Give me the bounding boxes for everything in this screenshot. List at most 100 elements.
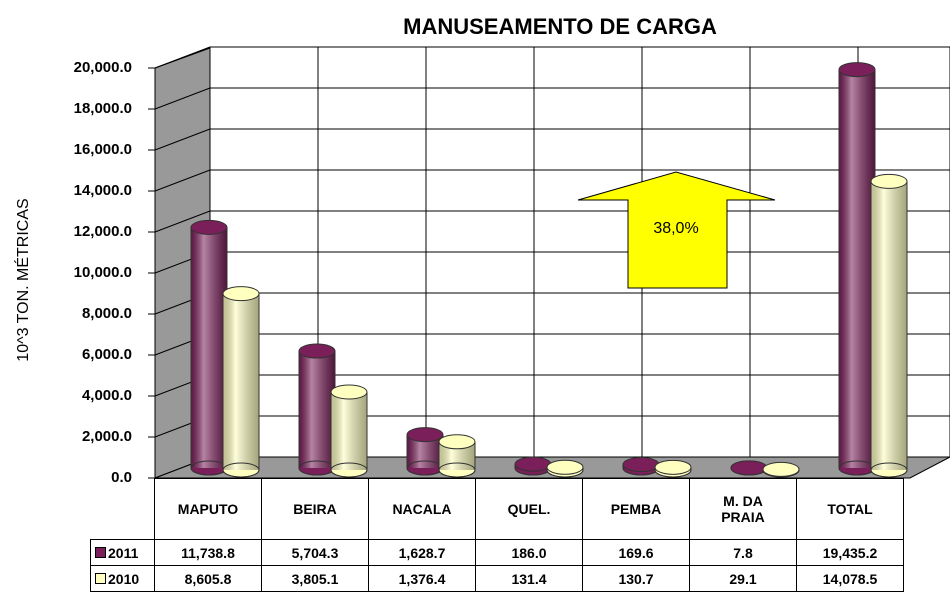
value-label: 1,376.4 — [368, 565, 476, 592]
category-label-text: MAPUTO — [177, 501, 239, 517]
category-label-text: NACALA — [392, 501, 452, 517]
category-label: TOTAL — [796, 478, 904, 540]
bar-top — [870, 173, 908, 189]
y-tick-label: 10,000.0 — [74, 264, 132, 281]
legend-key — [95, 546, 106, 558]
y-tick-label: 14,000.0 — [74, 182, 132, 199]
value-label-text: 8,605.8 — [184, 570, 232, 587]
bar-top — [838, 62, 876, 78]
bar — [622, 457, 660, 476]
y-tick-label: 4,000.0 — [82, 387, 132, 404]
category-label: PEMBA — [582, 478, 690, 540]
value-label: 5,704.3 — [261, 539, 369, 566]
bar-shade — [839, 69, 875, 468]
value-label: 29.1 — [689, 565, 797, 592]
category-label: MAPUTO — [154, 478, 262, 540]
value-label: 14,078.5 — [796, 565, 904, 592]
bar-shade — [871, 181, 907, 470]
grid-line — [154, 210, 211, 233]
y-tick-label: 12,000.0 — [74, 223, 132, 240]
bar-top — [654, 459, 692, 475]
bar-top — [622, 457, 660, 473]
value-label: 130.7 — [582, 565, 690, 592]
bar-shade — [223, 293, 259, 470]
value-label-text: 19,435.2 — [822, 544, 878, 561]
value-label-text: 169.6 — [618, 544, 654, 561]
y-tick-label: 18,000.0 — [74, 100, 132, 117]
bar — [438, 434, 476, 478]
legend-entry: 2011 — [90, 539, 155, 566]
value-label-text: 7.8 — [733, 544, 753, 561]
value-label-text: 5,704.3 — [291, 544, 339, 561]
value-label-text: 1,628.7 — [398, 544, 446, 561]
value-label-text: 1,376.4 — [398, 570, 446, 587]
bar — [546, 459, 584, 478]
legend-label: 2011 — [108, 544, 139, 561]
bar — [222, 286, 260, 478]
value-label: 8,605.8 — [154, 565, 262, 592]
y-tick-label: 2,000.0 — [82, 428, 132, 445]
value-label-text: 3,805.1 — [291, 570, 339, 587]
bar — [762, 461, 800, 478]
value-label-text: 14,078.5 — [822, 570, 878, 587]
category-label-text: PEMBA — [610, 501, 662, 517]
value-label: 131.4 — [475, 565, 583, 592]
value-label: 3,805.1 — [261, 565, 369, 592]
bar-top — [762, 461, 800, 477]
grid-line — [154, 46, 211, 69]
category-label: NACALA — [368, 478, 476, 540]
table-corner — [91, 479, 155, 540]
bar-top — [438, 434, 476, 450]
y-axis-label: 10^3 TON. MÉTRICAS — [13, 198, 32, 361]
category-label: BEIRA — [261, 478, 369, 540]
bar — [298, 343, 336, 476]
bar-top — [222, 286, 260, 302]
grid-line — [154, 169, 211, 192]
bar — [406, 427, 444, 476]
value-label-text: 130.7 — [618, 570, 654, 587]
y-tick-label: 8,000.0 — [82, 305, 132, 322]
value-label: 169.6 — [582, 539, 690, 566]
bar — [514, 456, 552, 476]
category-label: M. DA PRAIA — [689, 478, 797, 540]
value-label-text: 131.4 — [511, 570, 547, 587]
bar — [838, 62, 876, 476]
bar-shade — [331, 391, 367, 470]
bar — [330, 384, 368, 478]
category-label-text: BEIRA — [293, 501, 337, 517]
y-tick-label: 20,000.0 — [74, 59, 132, 76]
bar-top — [514, 456, 552, 472]
bar-top — [330, 384, 368, 400]
value-label-text: 186.0 — [511, 544, 547, 561]
bar-top — [546, 459, 584, 475]
bar-top — [190, 219, 228, 235]
annotation: 38,0% — [653, 220, 698, 237]
bar-top — [730, 460, 768, 476]
category-label: QUEL. — [475, 478, 583, 540]
category-label-text: M. DA PRAIA — [721, 493, 765, 525]
chart-title: MANUSEAMENTO DE CARGA — [403, 14, 717, 39]
category-label-text: QUEL. — [507, 501, 551, 517]
value-label: 7.8 — [689, 539, 797, 566]
bar — [870, 173, 908, 478]
value-label-text: 11,738.8 — [181, 544, 235, 561]
bar — [654, 459, 692, 478]
y-tick-label: 16,000.0 — [74, 141, 132, 158]
bar-top — [298, 343, 336, 359]
category-label-text: TOTAL — [827, 501, 873, 517]
y-tick-label: 0.0 — [111, 469, 132, 486]
grid-line — [154, 87, 211, 110]
legend-label: 2010 — [108, 570, 140, 587]
bar — [190, 219, 228, 476]
value-label: 186.0 — [475, 539, 583, 566]
bar-shade — [299, 351, 335, 468]
value-label-text: 29.1 — [729, 570, 757, 587]
legend-key — [95, 572, 106, 584]
value-label: 1,628.7 — [368, 539, 476, 566]
data-table: MAPUTO BEIRA NACALA QUEL. PEMBA M. DA PRAIA TO… — [90, 478, 904, 592]
arrow — [577, 171, 776, 289]
y-tick-label: 6,000.0 — [82, 346, 132, 363]
legend-entry: 2010 — [90, 565, 155, 592]
